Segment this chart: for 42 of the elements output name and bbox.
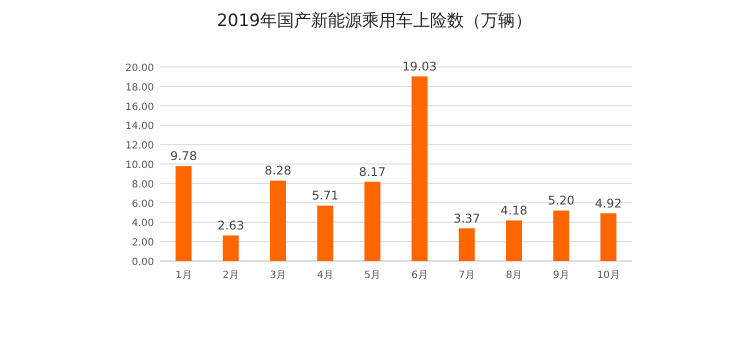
data-label: 4.18 <box>500 203 528 218</box>
x-tick-label: 6月 <box>411 270 428 281</box>
x-tick-label: 3月 <box>270 270 286 281</box>
bar <box>222 235 239 261</box>
data-label: 3.37 <box>453 211 480 226</box>
x-tick-label: 7月 <box>458 270 475 281</box>
y-tick-label: 16.00 <box>125 102 154 113</box>
x-tick-label: 4月 <box>317 270 334 281</box>
x-tick-label: 1月 <box>175 270 192 281</box>
x-tick-label: 10月 <box>597 270 620 281</box>
bar <box>600 213 616 261</box>
x-tick-label: 9月 <box>553 270 570 281</box>
bar <box>317 206 334 261</box>
x-tick-label: 8月 <box>506 270 522 281</box>
bar <box>270 180 286 261</box>
y-tick-label: 2.00 <box>132 238 154 249</box>
bar <box>364 182 380 261</box>
y-tick-label: 10.00 <box>125 160 154 171</box>
data-label: 4.92 <box>595 196 622 210</box>
data-label: 19.03 <box>402 59 437 74</box>
y-tick-label: 12.00 <box>125 140 154 152</box>
bar <box>176 166 192 261</box>
bar <box>458 228 475 261</box>
x-tick-label: 5月 <box>364 270 381 281</box>
bar <box>412 76 428 261</box>
y-tick-label: 18.00 <box>125 82 154 94</box>
data-label: 5.71 <box>312 188 339 203</box>
data-label: 8.17 <box>359 164 386 179</box>
y-tick-label: 6.00 <box>132 198 154 210</box>
data-label: 5.20 <box>548 194 575 208</box>
y-tick-label: 0.00 <box>132 257 154 268</box>
chart-title: 2019年国产新能源乘用车上险数（万辆） <box>216 11 532 31</box>
y-tick-label: 14.00 <box>125 121 154 132</box>
bar <box>506 220 522 261</box>
y-tick-label: 4.00 <box>132 218 154 230</box>
x-tick-label: 2月 <box>222 270 239 281</box>
data-label: 2.63 <box>217 218 244 232</box>
y-tick-label: 8.00 <box>132 179 154 190</box>
data-label: 8.28 <box>264 164 292 178</box>
bar <box>553 210 570 261</box>
y-tick-label: 20.00 <box>125 63 154 74</box>
data-label: 9.78 <box>170 149 197 164</box>
